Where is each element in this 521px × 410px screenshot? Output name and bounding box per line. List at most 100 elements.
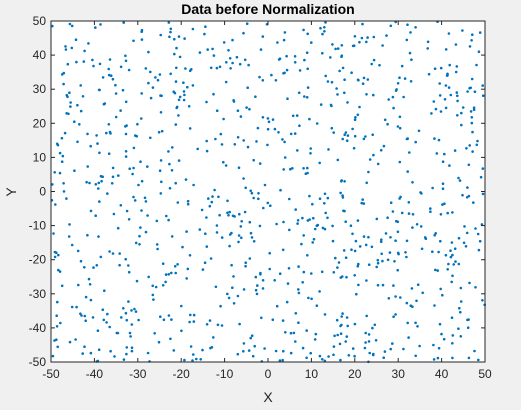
data-point (358, 245, 362, 248)
data-point (368, 158, 372, 161)
data-point (192, 320, 196, 323)
data-point (339, 332, 343, 336)
data-point (465, 231, 469, 235)
data-point (416, 325, 419, 328)
data-point (119, 204, 123, 207)
data-point (169, 72, 172, 76)
data-point (323, 192, 327, 196)
data-point (466, 326, 470, 330)
data-point (376, 283, 380, 287)
data-point (100, 179, 103, 183)
data-point (250, 236, 254, 239)
data-point (460, 123, 463, 127)
x-axis-ticks: -50 -40 -30 -20 -10 0 10 20 30 40 50 (42, 21, 492, 381)
data-point (130, 309, 133, 312)
data-point (365, 40, 368, 44)
data-point (70, 24, 74, 28)
data-point (340, 179, 344, 182)
x-tick-label: -20 (173, 367, 191, 381)
data-point (383, 350, 387, 353)
data-point (313, 227, 317, 231)
data-point (343, 78, 346, 81)
data-point (466, 90, 469, 93)
data-point (446, 268, 450, 271)
data-point (107, 123, 111, 126)
data-point (177, 114, 180, 117)
data-point (394, 313, 397, 316)
data-point (421, 291, 425, 295)
data-point (437, 346, 441, 350)
data-point (399, 296, 402, 299)
data-point (216, 323, 220, 327)
data-point (58, 270, 62, 273)
data-point (95, 134, 98, 137)
data-point (410, 58, 413, 61)
data-point (420, 247, 424, 251)
data-point (362, 235, 366, 238)
data-point (279, 188, 282, 192)
data-point (87, 42, 90, 45)
data-point (168, 35, 171, 39)
data-point (201, 268, 205, 271)
data-point (127, 300, 130, 303)
data-point (159, 315, 162, 319)
data-point (471, 130, 474, 134)
data-point (240, 220, 243, 223)
data-point (270, 73, 273, 77)
data-point (432, 343, 435, 347)
data-point (459, 300, 463, 303)
data-point (398, 115, 402, 119)
data-point (122, 21, 125, 24)
data-point (408, 151, 411, 154)
data-point (388, 251, 392, 254)
data-point (293, 61, 297, 64)
data-point (255, 292, 259, 296)
data-point (326, 216, 329, 220)
data-point (362, 137, 366, 141)
data-point (481, 167, 485, 170)
data-point (205, 149, 209, 153)
data-point (177, 98, 181, 102)
data-point (302, 167, 305, 170)
data-points (50, 20, 487, 364)
data-point (353, 249, 357, 253)
data-point (439, 287, 443, 291)
data-point (130, 349, 134, 353)
data-point (250, 334, 254, 338)
data-point (117, 174, 120, 177)
data-point (481, 84, 485, 87)
data-point (76, 249, 80, 253)
data-point (345, 316, 349, 319)
data-point (441, 187, 445, 190)
data-point (222, 160, 225, 164)
data-point (475, 143, 479, 147)
data-point (81, 95, 85, 98)
data-point (51, 183, 54, 186)
data-point (132, 195, 135, 199)
data-point (229, 67, 232, 70)
data-point (333, 334, 336, 338)
data-point (344, 256, 348, 260)
data-point (357, 262, 360, 266)
data-point (167, 21, 171, 24)
data-point (174, 271, 177, 275)
data-point (380, 252, 384, 256)
data-point (409, 31, 412, 34)
data-point (59, 321, 62, 325)
data-point (113, 355, 116, 358)
data-point (127, 264, 130, 267)
data-point (75, 60, 78, 64)
data-point (255, 140, 258, 143)
data-point (386, 216, 389, 219)
data-point (332, 353, 335, 357)
data-point (83, 49, 86, 53)
data-point (370, 62, 374, 66)
data-point (341, 196, 345, 199)
data-point (324, 211, 328, 215)
data-point (383, 118, 387, 122)
data-point (184, 67, 187, 70)
data-point (411, 226, 414, 229)
data-point (371, 133, 375, 136)
data-point (341, 275, 344, 278)
y-tick-label: 20 (33, 116, 47, 130)
